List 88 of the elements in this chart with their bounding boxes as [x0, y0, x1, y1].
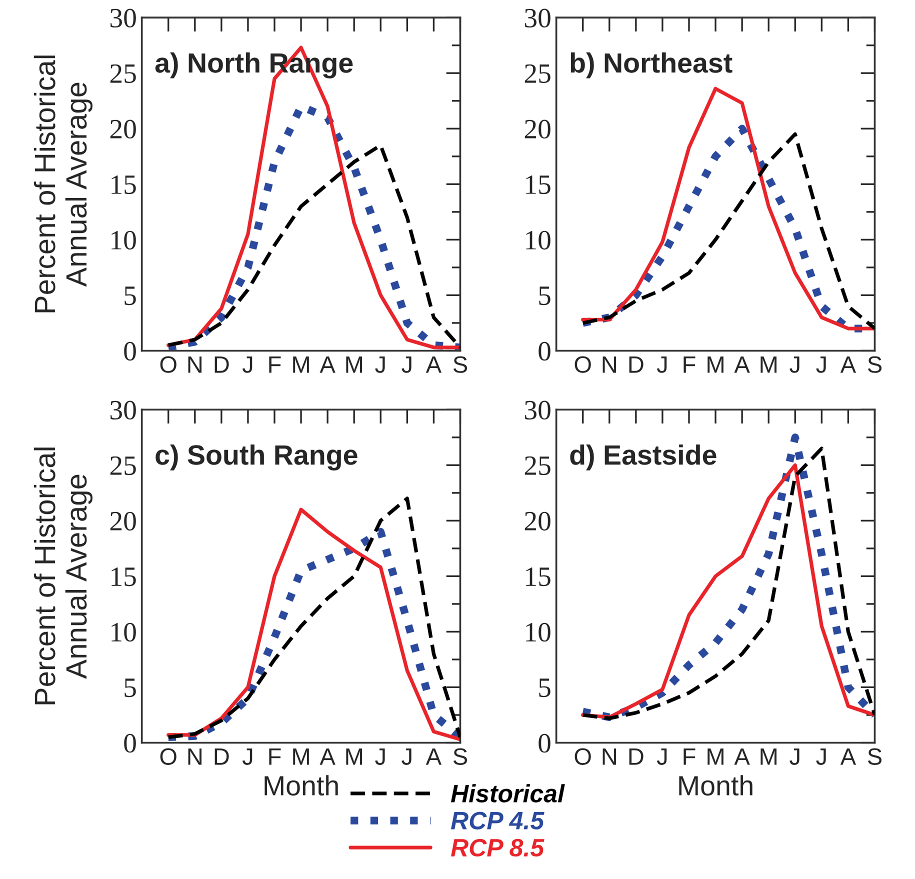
y-tick-label: 20 — [524, 512, 550, 531]
line-series — [581, 86, 875, 330]
x-tick-label: D — [214, 748, 229, 765]
y-tick-label: 10 — [112, 230, 136, 250]
y-tick-label: 5 — [539, 678, 550, 698]
x-tick-label: J — [402, 356, 412, 373]
y-tick-label: 15 — [112, 567, 136, 586]
y-tick-label: 15 — [526, 567, 550, 586]
x-tick-label: A — [840, 356, 856, 373]
x-tick-label: S — [453, 748, 468, 765]
x-tick-label: A — [320, 748, 336, 765]
x-tick-label: J — [242, 356, 252, 373]
x-tick-label: O — [574, 748, 591, 765]
x-tick-label: J — [375, 748, 385, 765]
y-tick-label: 30 — [525, 8, 550, 28]
y-tick-label: 10 — [112, 622, 136, 642]
y-tick-label: 15 — [526, 175, 550, 194]
legend-label: Historical — [450, 784, 565, 802]
y-tick-label: 20 — [524, 120, 550, 139]
x-tick-label: N — [188, 748, 202, 765]
x-tick-label: J — [656, 748, 667, 765]
x-tick-label: O — [160, 356, 176, 373]
x-axis-title: Month — [264, 775, 338, 796]
y-tick-label: 20 — [110, 120, 136, 139]
y-axis-title: Percent of Historical Annual Average — [34, 56, 93, 312]
y-tick-label: 0 — [538, 342, 550, 361]
y-tick-label: 25 — [110, 64, 136, 84]
x-tick-label: J — [816, 356, 826, 373]
x-tick-label: A — [734, 356, 750, 373]
y-tick-label: 30 — [110, 400, 136, 420]
y-tick-label: 30 — [525, 400, 550, 420]
y-tick-label: 5 — [124, 286, 136, 306]
x-tick-label: O — [160, 748, 176, 765]
x-tick-label: F — [269, 748, 281, 765]
y-tick-label: 5 — [539, 286, 550, 306]
x-tick-label: J — [656, 356, 667, 373]
y-tick-label: 10 — [526, 230, 550, 250]
x-tick-label: S — [453, 356, 468, 373]
x-tick-label: J — [790, 748, 800, 765]
x-tick-label: D — [629, 748, 644, 765]
x-tick-label: M — [708, 748, 724, 765]
legend-label: RCP 8.5 — [450, 838, 544, 857]
x-tick-label: M — [293, 356, 309, 373]
x-tick-label: F — [684, 356, 696, 373]
text: d) Eastside — [570, 444, 716, 470]
x-tick-label: A — [840, 748, 856, 765]
legend-label: RCP 4.5 — [450, 812, 544, 830]
x-tick-label: F — [269, 356, 281, 373]
x-tick-label: J — [242, 748, 252, 765]
x-tick-label: D — [214, 356, 229, 373]
x-tick-label: A — [426, 356, 442, 373]
x-tick-label: F — [684, 748, 696, 765]
y-tick-label: 20 — [110, 512, 136, 531]
y-tick-label: 0 — [124, 342, 136, 361]
x-tick-label: N — [188, 356, 202, 373]
x-tick-label: S — [868, 748, 882, 765]
y-tick-label: 30 — [110, 8, 136, 28]
x-tick-label: N — [602, 356, 616, 373]
line-series — [166, 143, 460, 350]
x-tick-label: M — [760, 356, 776, 373]
x-tick-label: J — [375, 356, 385, 373]
text: c) South Range — [156, 444, 358, 470]
x-tick-label: N — [602, 748, 616, 765]
x-tick-label: M — [760, 748, 776, 765]
x-tick-label: J — [816, 748, 826, 765]
x-tick-label: J — [790, 356, 800, 373]
y-tick-label: 25 — [110, 456, 136, 476]
x-tick-label: D — [629, 356, 644, 373]
y-tick-label: 10 — [526, 622, 550, 642]
x-tick-label: A — [426, 748, 442, 765]
x-tick-label: M — [708, 356, 724, 373]
y-tick-label: 15 — [112, 175, 136, 194]
x-tick-label: A — [320, 356, 336, 373]
x-tick-label: M — [293, 748, 309, 765]
y-tick-label: 25 — [524, 456, 550, 476]
x-tick-label: M — [346, 356, 362, 373]
y-tick-label: 0 — [124, 734, 136, 753]
y-axis-title: Percent of Historical Annual Average — [34, 448, 93, 704]
x-tick-label: O — [574, 356, 591, 373]
y-tick-label: 5 — [124, 678, 136, 698]
x-tick-label: S — [868, 356, 882, 373]
x-axis-title: Month — [679, 775, 752, 796]
x-tick-label: A — [734, 748, 750, 765]
y-tick-label: 0 — [538, 734, 550, 753]
x-tick-label: M — [346, 748, 362, 765]
y-tick-label: 25 — [524, 64, 550, 84]
x-tick-label: J — [402, 748, 412, 765]
text: b) Northeast — [570, 52, 732, 78]
